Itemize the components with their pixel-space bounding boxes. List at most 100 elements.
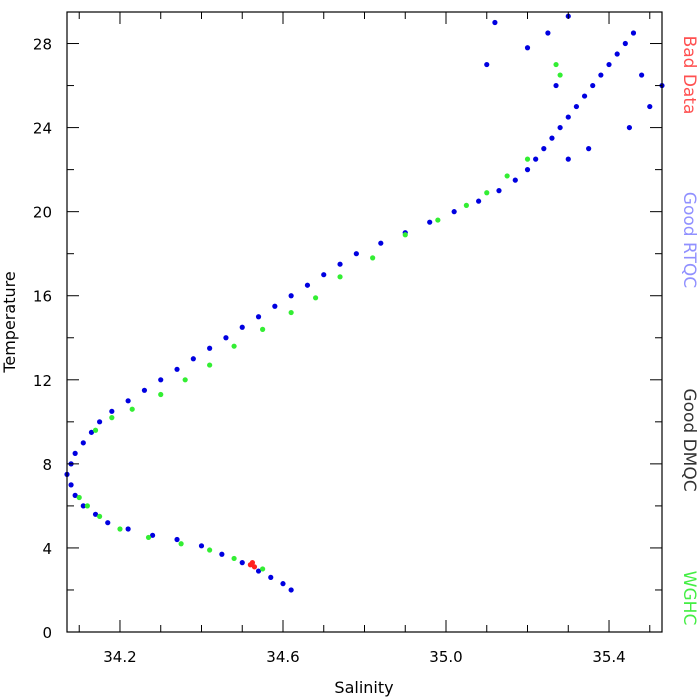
data-point <box>207 345 213 351</box>
data-point <box>581 93 588 99</box>
data-point <box>280 581 286 587</box>
data-point <box>549 135 555 141</box>
data-point <box>117 526 123 532</box>
data-point <box>198 543 205 549</box>
data-point <box>80 440 86 446</box>
data-point <box>370 255 376 261</box>
data-point <box>125 526 131 532</box>
data-point <box>512 177 518 183</box>
data-point <box>524 167 531 173</box>
legend-entry: Bad Data <box>679 36 699 115</box>
data-point <box>68 482 74 488</box>
data-point <box>647 103 653 110</box>
data-point <box>231 343 237 349</box>
data-point <box>149 532 156 538</box>
data-point <box>504 173 510 179</box>
data-point <box>105 520 111 526</box>
legend-entry: Good DMQC <box>679 388 699 491</box>
data-point <box>88 429 95 435</box>
data-point <box>639 72 645 78</box>
x-tick-label: 35.0 <box>429 648 462 666</box>
data-point <box>231 555 237 562</box>
data-point <box>80 503 86 509</box>
data-point <box>402 232 408 238</box>
data-point <box>484 190 490 196</box>
legend-entry: WGHC <box>679 571 699 626</box>
data-point <box>174 536 180 543</box>
data-point <box>97 419 103 425</box>
series-wghc <box>76 61 563 572</box>
data-point <box>129 406 135 412</box>
data-point <box>288 309 294 316</box>
data-point <box>158 391 164 398</box>
x-tick-label: 34.2 <box>103 648 136 666</box>
data-point <box>239 560 245 566</box>
legend-entry: Good RTQC <box>679 192 699 288</box>
series-bad-data <box>247 560 258 570</box>
data-point <box>586 146 592 152</box>
data-point <box>182 377 188 383</box>
data-point <box>251 564 258 570</box>
data-point <box>533 156 539 162</box>
data-point <box>272 303 278 309</box>
data-point <box>492 19 498 26</box>
y-tick-label: 28 <box>33 36 52 54</box>
tick-labels: 34.2 34.6 35.0 35.4 0 4 8 12 16 20 24 28 <box>33 36 626 666</box>
data-point <box>545 30 551 36</box>
y-tick-label: 16 <box>33 288 52 306</box>
data-point <box>524 45 531 51</box>
plot-frame <box>66 11 663 633</box>
data-point <box>249 560 256 566</box>
data-point <box>72 492 78 498</box>
y-tick-label: 20 <box>33 204 52 222</box>
data-point <box>239 324 245 330</box>
data-point <box>178 541 184 547</box>
data-point <box>541 146 547 152</box>
data-point <box>288 587 294 593</box>
series-good-rtqc <box>64 13 665 593</box>
data-point <box>255 568 262 574</box>
y-tick-label: 24 <box>33 120 52 138</box>
data-point <box>219 551 225 557</box>
data-point <box>614 51 620 57</box>
x-axis-title: Salinity <box>334 678 393 697</box>
data-point <box>553 61 559 68</box>
data-point <box>174 366 180 372</box>
data-point <box>92 427 99 433</box>
y-tick-label: 4 <box>42 540 52 558</box>
data-point <box>190 356 196 362</box>
data-point <box>109 415 115 421</box>
data-point <box>378 240 384 246</box>
data-point <box>553 82 559 89</box>
data-point <box>337 274 343 280</box>
data-point <box>573 103 580 110</box>
data-point <box>312 295 319 301</box>
data-point <box>353 251 359 257</box>
data-point <box>97 513 103 520</box>
data-point <box>590 82 596 89</box>
legend: Bad Data Good RTQC Good DMQC WGHC <box>679 36 699 626</box>
data-point <box>255 314 262 320</box>
y-tick-label: 0 <box>42 624 52 642</box>
data-point <box>626 124 632 131</box>
data-point <box>427 219 433 225</box>
y-axis-title: Temperature <box>0 271 19 373</box>
x-tick-label: 34.6 <box>266 648 299 666</box>
x-tick-label: 35.4 <box>592 648 625 666</box>
data-point <box>630 30 637 36</box>
data-point <box>557 72 563 78</box>
data-point <box>207 362 213 368</box>
data-point <box>223 335 229 341</box>
data-point <box>84 503 90 509</box>
data-point <box>524 156 531 162</box>
data-point <box>92 511 99 517</box>
data-point <box>337 261 343 267</box>
data-point <box>76 494 82 501</box>
data-point <box>260 566 266 572</box>
data-point <box>565 156 571 162</box>
data-point <box>557 124 563 131</box>
data-point <box>268 574 274 580</box>
data-point <box>622 40 628 47</box>
data-point <box>598 72 604 78</box>
